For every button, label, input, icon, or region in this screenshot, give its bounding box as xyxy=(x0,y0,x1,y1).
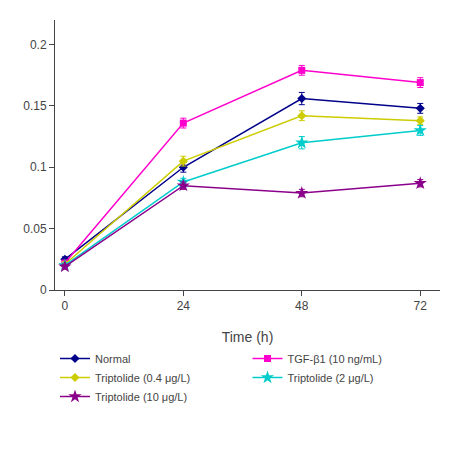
svg-text:72: 72 xyxy=(414,299,428,313)
svg-text:0.15: 0.15 xyxy=(23,99,47,113)
svg-text:0.2: 0.2 xyxy=(30,38,47,52)
svg-text:TGF-β1 (10 ng/mL): TGF-β1 (10 ng/mL) xyxy=(288,353,382,365)
svg-text:Triptolide (0.4 μg/L): Triptolide (0.4 μg/L) xyxy=(95,372,190,384)
svg-text:0.1: 0.1 xyxy=(30,160,47,174)
svg-text:24: 24 xyxy=(177,299,191,313)
svg-text:0.05: 0.05 xyxy=(23,222,47,236)
svg-text:Triptolide (10 μg/L): Triptolide (10 μg/L) xyxy=(95,391,187,403)
svg-text:Normal: Normal xyxy=(95,353,130,365)
svg-text:48: 48 xyxy=(295,299,309,313)
svg-text:Triptolide (2 μg/L): Triptolide (2 μg/L) xyxy=(288,372,374,384)
svg-text:0: 0 xyxy=(40,283,47,297)
svg-text:0: 0 xyxy=(62,299,69,313)
svg-text:Time (h): Time (h) xyxy=(222,329,274,345)
